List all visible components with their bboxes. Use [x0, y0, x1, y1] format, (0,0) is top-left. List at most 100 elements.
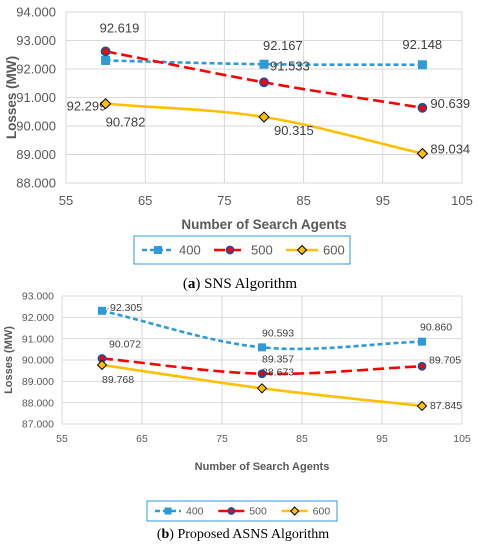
caption-paren: ( [157, 527, 162, 542]
data-label-600: 88.673 [262, 366, 294, 378]
data-point-500 [257, 369, 267, 379]
x-tick-label: 55 [56, 433, 68, 445]
series-500: 90.072 89.357 89.705 [97, 338, 461, 379]
data-label-600: 87.845 [430, 400, 462, 412]
y-tick-label: 93.000 [16, 33, 56, 48]
data-point-600 [96, 359, 108, 371]
legend-marker-500 [225, 245, 235, 255]
y-tick-label: 91.000 [16, 90, 56, 105]
series-400: 92.305 90.593 90.860 [98, 302, 452, 352]
data-label-600: 89.034 [430, 142, 470, 157]
x-tick-label: 95 [376, 193, 390, 208]
y-axis-title: Losses (MW) [3, 326, 15, 394]
y-tick-label: 90.000 [22, 355, 54, 367]
figure-caption: (b) Proposed ASNS Algorithm [157, 527, 329, 542]
data-point-400 [418, 337, 426, 346]
data-label-600: 90.315 [274, 123, 314, 138]
data-label-400: 90.593 [262, 327, 294, 339]
legend-label-600: 600 [323, 243, 345, 258]
data-label-400: 92.148 [402, 37, 442, 52]
caption-text: Proposed ASNS Algorithm [174, 527, 329, 542]
data-point-500 [417, 102, 428, 113]
y-tick-label: 90.000 [16, 119, 56, 134]
data-label-500: 90.639 [430, 96, 470, 111]
legend: 400 500 600 [146, 500, 338, 522]
x-tick-label: 75 [217, 193, 231, 208]
data-point-400 [101, 55, 111, 65]
caption-paren: ( [183, 276, 188, 292]
caption-text: SNS Algorithm [200, 276, 297, 292]
data-point-400 [259, 59, 269, 69]
y-tick-label: 93.000 [22, 291, 54, 303]
x-tick-label: 105 [451, 193, 473, 208]
data-label-500: 90.072 [109, 338, 141, 350]
data-point-400 [98, 306, 106, 315]
data-label-500: 89.705 [429, 354, 461, 366]
caption-paren: ) [195, 276, 200, 292]
chart-a: 88.000 89.000 90.000 91.000 92.000 93.000 94.0… [4, 5, 473, 292]
x-tick-label: 95 [376, 433, 388, 445]
legend-marker-600 [289, 506, 300, 516]
caption-paren: ) [169, 527, 174, 542]
y-tick-label: 94.000 [16, 5, 56, 20]
legend-label-400: 400 [186, 506, 204, 518]
y-tick-label: 92.000 [16, 62, 56, 77]
caption-letter: a [188, 276, 196, 292]
legend-marker-500 [227, 507, 236, 515]
y-tick-label: 89.000 [22, 376, 54, 388]
data-label-400: 92.305 [110, 302, 142, 314]
legend-marker-400 [164, 507, 172, 515]
figure-caption: (a) SNS Algorithm [183, 276, 298, 292]
x-tick-label: 105 [453, 433, 471, 445]
y-tick-label: 88.000 [16, 176, 56, 191]
leader-line [105, 307, 110, 312]
y-axis-title: Losses (MW) [4, 56, 19, 139]
legend-label-600: 600 [313, 506, 331, 518]
y-tick-label: 92.000 [22, 312, 54, 324]
data-label-500: 91.533 [270, 58, 310, 73]
y-tick-label: 91.000 [22, 333, 54, 345]
chart-b: 87.000 88.000 89.000 90.000 91.000 92.000 93.0… [3, 291, 471, 542]
data-label-500: 92.619 [100, 20, 140, 35]
x-tick-label: 55 [59, 193, 73, 208]
caption-letter: b [162, 527, 170, 542]
data-point-400 [417, 60, 427, 70]
data-point-500 [417, 361, 427, 371]
data-point-400 [258, 343, 266, 352]
x-tick-label: 75 [216, 433, 228, 445]
data-label-500: 89.357 [262, 354, 294, 366]
data-point-500 [100, 46, 111, 57]
series-600: 90.782 90.315 89.034 [99, 98, 470, 160]
data-label-600: 89.768 [102, 374, 134, 386]
data-label-400: 92.167 [263, 38, 303, 53]
x-axis-title: Number of Search Agents [195, 461, 330, 473]
legend-label-500: 500 [249, 506, 267, 518]
y-tick-label: 89.000 [16, 147, 56, 162]
series-400: 92.299 92.167 92.148 [67, 37, 443, 114]
y-tick-label: 88.000 [22, 397, 54, 409]
data-point-600 [99, 98, 112, 110]
data-point-600 [416, 147, 429, 160]
data-label-400: 92.299 [67, 98, 107, 113]
x-tick-label: 85 [296, 193, 310, 208]
data-label-600: 90.782 [106, 115, 146, 130]
series-line-600 [105, 102, 423, 155]
legend-label-400: 400 [179, 243, 201, 258]
x-tick-label: 85 [296, 433, 308, 445]
x-tick-label: 65 [136, 433, 148, 445]
y-tick-label: 87.000 [22, 419, 54, 431]
data-point-500 [259, 77, 269, 88]
legend-label-500: 500 [251, 243, 273, 258]
legend: 400 500 600 [133, 235, 351, 265]
legend-marker-400 [154, 246, 162, 254]
series-500: 92.619 91.533 90.639 [100, 20, 470, 113]
data-label-400: 90.860 [420, 322, 452, 334]
data-point-600 [258, 111, 270, 123]
x-tick-label: 65 [138, 193, 152, 208]
data-point-600 [256, 383, 268, 394]
legend-marker-600 [296, 244, 308, 256]
data-point-600 [416, 400, 428, 412]
x-axis-title: Number of Search Agents [181, 217, 346, 232]
series-600: 89.768 88.673 87.845 [96, 359, 462, 412]
